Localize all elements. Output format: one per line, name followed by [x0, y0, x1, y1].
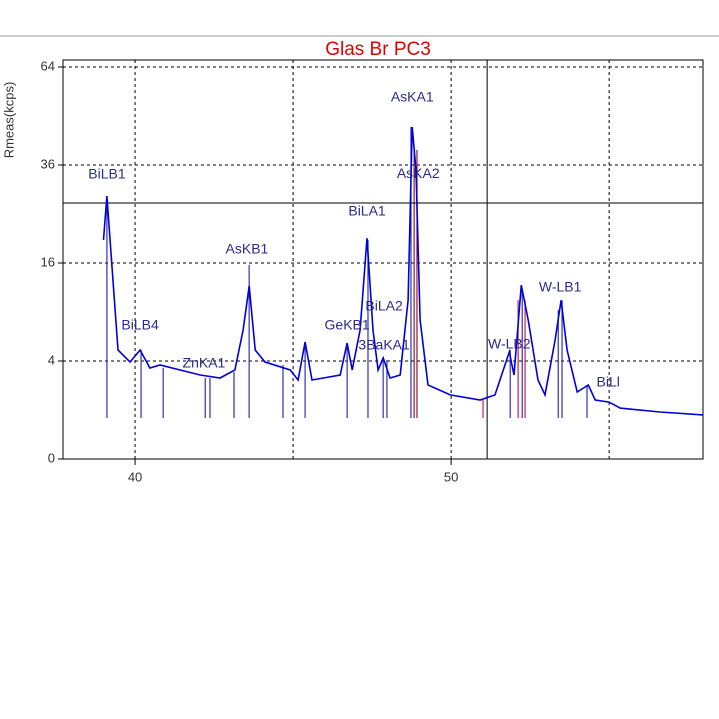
x-tick-label: 40: [128, 469, 142, 484]
peak-label: BiLB1: [88, 166, 126, 182]
peak-label: GeKB1: [325, 317, 370, 333]
peak-label: BiLB4: [121, 317, 159, 333]
peak-label: BiLA1: [348, 203, 386, 219]
peak-label: BiLA2: [365, 298, 403, 314]
peak-label: BiLl: [597, 374, 620, 390]
plot-frame: [62, 59, 704, 460]
y-tick-label: 36: [41, 156, 55, 171]
y-tick-label: 4: [48, 352, 55, 367]
spectrum-line: [102, 126, 704, 416]
peak-label: AsKA1: [391, 89, 434, 105]
peak-label: W-LB1: [539, 279, 582, 295]
y-axis-label: Rmeas(kcps): [1, 82, 16, 159]
peak-label: ZnKA1: [183, 355, 226, 371]
y-tick-label: 16: [41, 254, 55, 269]
peak-label: AsKA2: [397, 165, 440, 181]
y-tick-label: 0: [48, 450, 55, 465]
chart-title: Glas Br PC3: [325, 39, 431, 60]
peak-label: AsKB1: [226, 241, 269, 257]
y-tick-label: 64: [41, 58, 55, 73]
x-tick-label: 50: [444, 469, 458, 484]
peak-label: 3BaKA1: [358, 337, 410, 353]
peak-label: W-LB2: [488, 336, 531, 352]
